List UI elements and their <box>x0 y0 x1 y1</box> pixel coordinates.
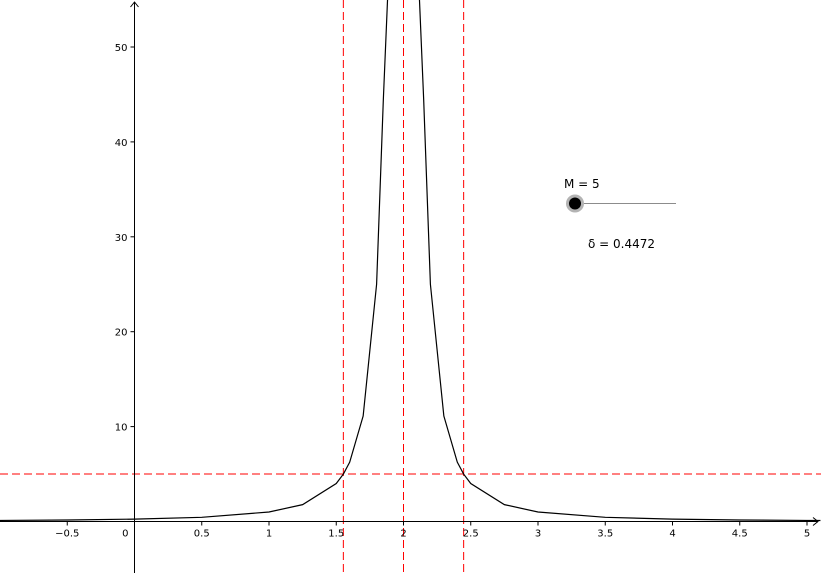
x-tick-label: 4 <box>669 529 675 540</box>
x-tick-label: 4.5 <box>732 529 748 540</box>
slider-handle[interactable] <box>569 197 581 210</box>
x-tick-label: 3.5 <box>597 529 613 540</box>
y-tick-label: 40 <box>115 138 128 149</box>
x-tick-label: 1 <box>266 529 272 540</box>
y-tick-label: 30 <box>115 233 128 244</box>
slider-M[interactable]: M = 5 <box>564 177 676 213</box>
y-tick-label: 50 <box>115 43 128 54</box>
x-tick-label: 3 <box>535 529 541 540</box>
function-curve-group <box>0 0 821 522</box>
x-axis-arrow <box>812 517 819 526</box>
x-tick-label: 2 <box>400 529 406 540</box>
x-tick-label: 2.5 <box>463 529 479 540</box>
origin-label: 0 <box>122 529 128 540</box>
y-axis-arrow <box>130 1 139 8</box>
x-tick-label: −0.5 <box>55 529 79 540</box>
function-curve-left <box>0 0 389 522</box>
delta-annotation: δ = 0.4472 <box>588 237 655 251</box>
function-curve-right <box>418 0 821 522</box>
x-tick-label: 1.5 <box>328 529 344 540</box>
y-tick-label: 20 <box>115 328 128 339</box>
x-tick-label: 5 <box>804 529 810 540</box>
x-tick-label: 0.5 <box>194 529 210 540</box>
y-tick-label: 10 <box>115 423 128 434</box>
slider-label: M = 5 <box>564 177 600 191</box>
